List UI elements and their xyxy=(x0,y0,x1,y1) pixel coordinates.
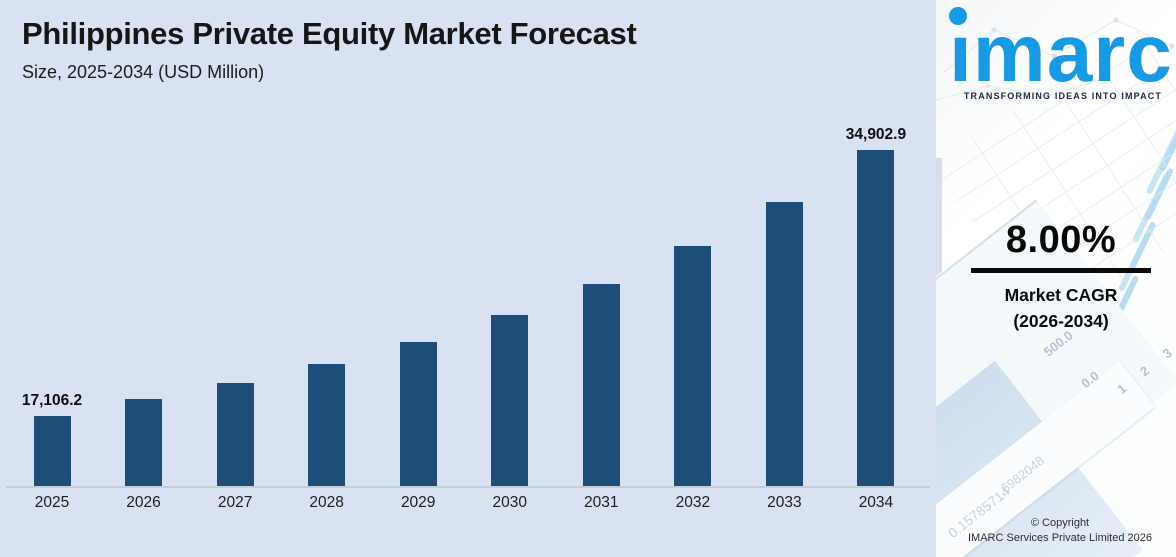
x-axis-label-2026: 2026 xyxy=(126,494,161,511)
x-axis-label-2027: 2027 xyxy=(217,494,253,511)
bar-2027 xyxy=(216,383,254,486)
bar-value-label-2025: 17,106.2 xyxy=(21,392,83,409)
imarc-wordmark: ımarc xyxy=(949,8,1173,99)
bar-value-label-2034: 34,902.9 xyxy=(845,126,907,143)
imarc-tagline: TRANSFORMING IDEAS INTO IMPACT xyxy=(963,91,1163,101)
x-axis-label-2028: 2028 xyxy=(309,494,344,511)
cagr-callout: 8.00% Market CAGR (2026-2034) xyxy=(936,221,1176,332)
chart-region: Philippines Private Equity Market Foreca… xyxy=(0,0,936,557)
bar-2030 xyxy=(491,315,529,486)
copyright-notice: © Copyright IMARC Services Private Limit… xyxy=(936,516,1176,546)
x-axis-label-2029: 2029 xyxy=(400,494,436,511)
bar-2031 xyxy=(582,284,620,486)
bar-plot: 2025 17,106.2 2026 2027 2028 2029 2030 2031 2032… xyxy=(6,126,930,511)
x-axis-label-2030: 2030 xyxy=(492,494,527,511)
imarc-logo: ımarc TRANSFORMING IDEAS INTO IMPACT xyxy=(936,0,1176,115)
bar-2029 xyxy=(399,342,437,486)
copyright-line1: © Copyright xyxy=(1030,516,1090,529)
cagr-label-line2: (2026-2034) xyxy=(1013,311,1109,331)
copyright-line2: IMARC Services Private Limited 2026 xyxy=(967,531,1152,544)
bar-2025 xyxy=(33,416,71,486)
bar-2026 xyxy=(125,399,163,486)
x-axis-label-2032: 2032 xyxy=(675,494,711,511)
bar-2034 xyxy=(857,150,895,486)
x-axis-label-2033: 2033 xyxy=(767,494,802,511)
chart-title: Philippines Private Equity Market Foreca… xyxy=(22,16,637,51)
x-axis-line xyxy=(6,486,930,488)
x-axis-label-2034: 2034 xyxy=(858,494,894,511)
imarc-logo-dot-icon xyxy=(949,7,967,25)
brand-panel: 500.0 0.0 1 2 3 4 .6982048 0.15785714 ım… xyxy=(936,0,1176,557)
x-axis-label-2031: 2031 xyxy=(584,494,619,511)
chart-subtitle: Size, 2025-2034 (USD Million) xyxy=(22,62,265,82)
bar-2032 xyxy=(674,246,712,486)
bar-2033 xyxy=(765,202,803,486)
cagr-value: 8.00% xyxy=(1005,219,1117,261)
x-axis-label-2025: 2025 xyxy=(34,494,70,511)
cagr-divider xyxy=(971,268,1151,273)
cagr-label-line1: Market CAGR xyxy=(1004,285,1118,305)
bar-2028 xyxy=(308,364,346,486)
